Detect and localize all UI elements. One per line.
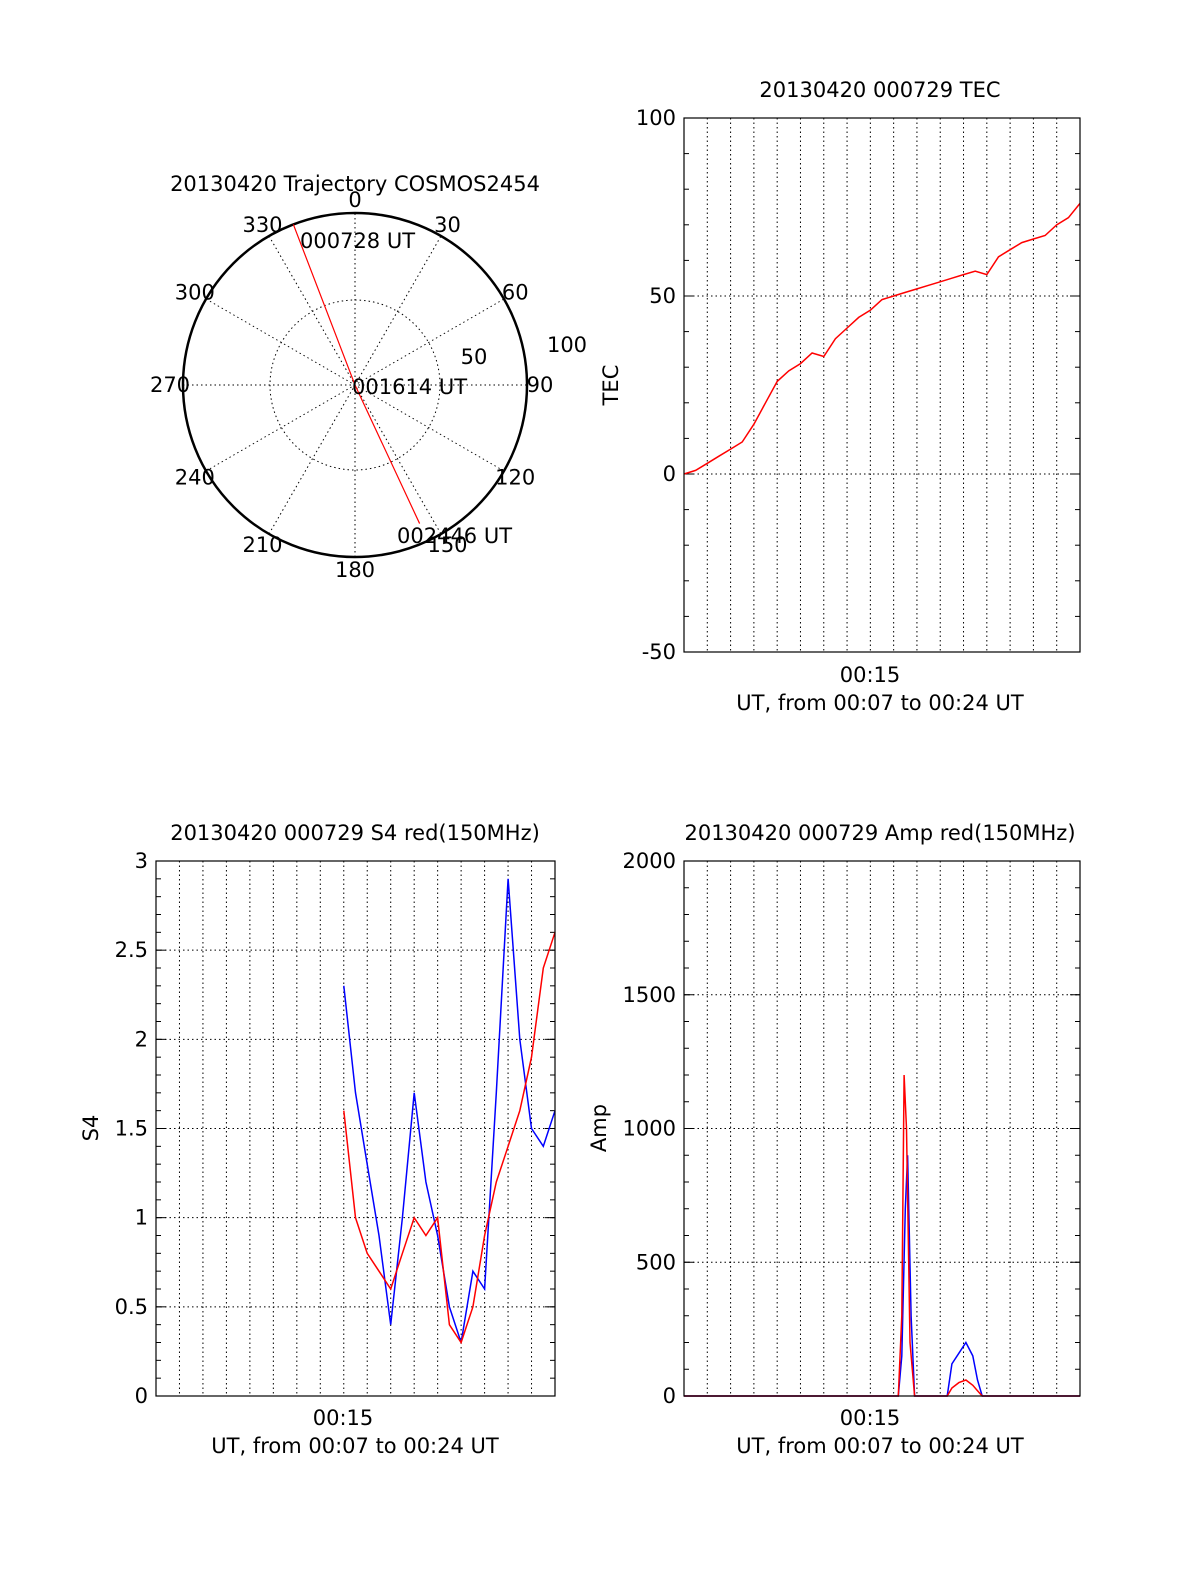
traj-label-end: 002446 UT <box>397 524 512 548</box>
amp-axes-frame <box>683 860 1081 1397</box>
tec-plot: 20130420 000729 TEC -50 0 50 100 00:15 UT, … <box>599 78 1081 715</box>
tec-ytick-label: -50 <box>642 640 676 664</box>
s4-series <box>343 878 556 1345</box>
polar-azimuth-label: 90 <box>527 373 554 397</box>
s4-series-line-0 <box>343 878 556 1343</box>
tec-series <box>683 202 1081 475</box>
s4-plot: 20130420 000729 S4 red(150MHz) 0 0.5 1 1.5 2… <box>79 821 556 1458</box>
s4-ytick-label: 2.5 <box>115 938 148 962</box>
polar-azimuth-label: 150 <box>427 533 467 557</box>
amp-y-ticks: 0 500 1000 1500 2000 <box>623 849 1080 1408</box>
tec-series-line-0 <box>683 202 1081 475</box>
amp-grid <box>684 861 1080 1396</box>
s4-ytick-label: 1.5 <box>115 1117 148 1141</box>
tec-grid <box>684 118 1080 652</box>
tec-y-ticks: -50 0 50 100 <box>636 106 1080 664</box>
tec-title: 20130420 000729 TEC <box>759 78 1000 102</box>
amp-ytick-label: 0 <box>663 1384 676 1408</box>
traj-label-start: 000728 UT <box>300 229 415 253</box>
s4-ytick-label: 3 <box>135 849 148 873</box>
amp-series-line-0 <box>684 1155 1080 1397</box>
tec-ytick-label: 100 <box>636 106 676 130</box>
polar-azimuth-label: 330 <box>242 213 282 237</box>
polar-title: 20130420 Trajectory COSMOS2454 <box>170 172 540 196</box>
amp-x-label: UT, from 00:07 to 00:24 UT <box>736 1434 1024 1458</box>
s4-y-ticks: 0 0.5 1 1.5 2 2.5 3 <box>115 849 555 1408</box>
amp-ytick-label: 2000 <box>623 849 676 873</box>
s4-x-label: UT, from 00:07 to 00:24 UT <box>211 1434 499 1458</box>
amp-ytick-label: 1000 <box>623 1117 676 1141</box>
s4-axes-frame <box>155 860 556 1397</box>
tec-ytick-label: 50 <box>649 284 676 308</box>
polar-azimuth-label: 210 <box>242 533 282 557</box>
polar-azimuth-label: 300 <box>175 281 215 305</box>
s4-ytick-label: 2 <box>135 1027 148 1051</box>
amp-title: 20130420 000729 Amp red(150MHz) <box>684 821 1075 845</box>
amp-plot: 20130420 000729 Amp red(150MHz) 0 500 1000… <box>587 821 1081 1458</box>
amp-ytick-label: 500 <box>636 1250 676 1274</box>
s4-x-tick-label: 00:15 <box>313 1406 374 1430</box>
amp-series-line-1 <box>684 1074 1080 1397</box>
s4-y-label: S4 <box>79 1115 103 1142</box>
polar-azimuth-label: 180 <box>335 558 375 582</box>
polar-radial-label-100: 100 <box>547 333 587 357</box>
s4-ytick-label: 0.5 <box>115 1295 148 1319</box>
polar-radial-label-50: 50 <box>461 345 488 369</box>
polar-azimuth-label: 30 <box>434 213 461 237</box>
tec-y-label: TEC <box>599 365 623 407</box>
s4-ytick-label: 0 <box>135 1384 148 1408</box>
polar-plot: 20130420 Trajectory COSMOS2454 0 30 60 90 12… <box>150 172 587 582</box>
s4-ytick-label: 1 <box>135 1206 148 1230</box>
polar-azimuth-label: 60 <box>502 281 529 305</box>
polar-azimuth-label: 240 <box>175 466 215 490</box>
tec-axes-frame <box>683 117 1081 653</box>
traj-label-mid: 001614 UT <box>352 375 467 399</box>
polar-azimuth-label: 120 <box>495 466 535 490</box>
tec-x-label: UT, from 00:07 to 00:24 UT <box>736 691 1024 715</box>
tec-ytick-label: 0 <box>663 462 676 486</box>
amp-series <box>684 1074 1080 1397</box>
s4-grid <box>156 861 555 1396</box>
polar-azimuth-label: 0 <box>348 188 361 212</box>
s4-title: 20130420 000729 S4 red(150MHz) <box>170 821 540 845</box>
amp-y-label: Amp <box>587 1104 611 1152</box>
polar-trajectory-line <box>292 224 421 524</box>
amp-x-tick-label: 00:15 <box>840 1406 901 1430</box>
polar-azimuth-labels: 0 30 60 90 120 150 180 210 240 270 300 330 <box>150 188 553 582</box>
s4-series-line-1 <box>343 932 556 1345</box>
tec-x-tick-label: 00:15 <box>840 663 901 687</box>
amp-ytick-label: 1500 <box>623 983 676 1007</box>
polar-azimuth-label: 270 <box>150 373 190 397</box>
